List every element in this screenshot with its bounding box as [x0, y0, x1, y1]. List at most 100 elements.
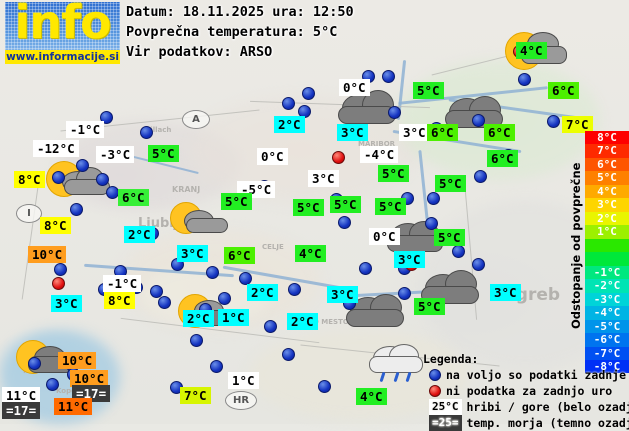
legend: Legenda: na voljo so podatki zadnje uren… — [423, 351, 629, 431]
temperature-label: 7°C — [180, 387, 211, 404]
station-dot-available[interactable] — [158, 296, 171, 309]
temperature-label: -12°C — [33, 140, 79, 157]
station-dot-available[interactable] — [302, 87, 315, 100]
country-code-badge: I — [16, 204, 42, 223]
legend-blue-dot-icon — [429, 369, 441, 381]
station-dot-available[interactable] — [398, 287, 411, 300]
station-dot-available[interactable] — [318, 380, 331, 393]
temperature-label: 10°C — [28, 246, 66, 263]
temperature-label: 3°C — [177, 245, 208, 262]
temperature-label: 2°C — [124, 226, 155, 243]
temperature-label: 6°C — [548, 82, 579, 99]
temperature-label: 6°C — [427, 124, 458, 141]
scale-row: -6°C — [585, 333, 629, 346]
scale-row: 1°C — [585, 225, 629, 238]
legend-item-label: ni podatka za zadnjo uro — [446, 383, 612, 399]
temperature-label: 5°C — [435, 175, 466, 192]
header-avg-temp-line: Povprečna temperatura: 5°C — [126, 22, 354, 42]
temperature-label: 3°C — [337, 124, 368, 141]
station-dot-available[interactable] — [338, 216, 351, 229]
station-dot-available[interactable] — [54, 263, 67, 276]
station-dot-available[interactable] — [282, 97, 295, 110]
temperature-label: 5°C — [413, 82, 444, 99]
scale-row — [585, 239, 629, 252]
station-dot-available[interactable] — [70, 203, 83, 216]
scale-row: 8°C — [585, 131, 629, 144]
station-dot-available[interactable] — [76, 159, 89, 172]
scale-row: 3°C — [585, 198, 629, 211]
temperature-label: 6°C — [484, 124, 515, 141]
country-code-badge: HR — [225, 391, 257, 410]
temperature-label: 8°C — [40, 217, 71, 234]
header-date-line: Datum: 18.11.2025 ura: 12:50 — [126, 2, 354, 22]
header-source-line: Vir podatkov: ARSO — [126, 42, 354, 62]
legend-mountain-chip: 25°C — [429, 399, 462, 415]
station-dot-available[interactable] — [206, 266, 219, 279]
scale-row: -2°C — [585, 279, 629, 292]
station-dot-available[interactable] — [452, 245, 465, 258]
scale-row: 4°C — [585, 185, 629, 198]
station-dot-available[interactable] — [282, 348, 295, 361]
weather-icon-cloudy-small — [0, 218, 40, 248]
temperature-label: -1°C — [103, 275, 141, 292]
legend-sea-chip: =25= — [429, 415, 462, 431]
temperature-label: 5°C — [414, 298, 445, 315]
temperature-label: 3°C — [308, 170, 339, 187]
header-info: Datum: 18.11.2025 ura: 12:50 Povprečna t… — [126, 2, 354, 62]
temperature-label: 3°C — [51, 295, 82, 312]
station-dot-available[interactable] — [190, 334, 203, 347]
legend-item: ni podatka za zadnjo uro — [423, 383, 629, 399]
temperature-label: 2°C — [287, 313, 318, 330]
station-dot-available[interactable] — [46, 378, 59, 391]
station-dot-available[interactable] — [28, 357, 41, 370]
logo-wordmark: info — [5, 0, 120, 48]
temperature-label: 1°C — [228, 372, 259, 389]
station-dot-available[interactable] — [140, 126, 153, 139]
weather-icon-rain — [369, 344, 425, 388]
temperature-label: 1°C — [218, 309, 249, 326]
temperature-label: 3°C — [327, 286, 358, 303]
scale-row: -5°C — [585, 320, 629, 333]
station-dot-available[interactable] — [474, 170, 487, 183]
station-dot-no-data[interactable] — [332, 151, 345, 164]
station-dot-available[interactable] — [472, 258, 485, 271]
temperature-label: 8°C — [104, 292, 135, 309]
station-dot-available[interactable] — [218, 292, 231, 305]
scale-row: 6°C — [585, 158, 629, 171]
scale-title: Odstopanje od povprečne temperature: — [569, 131, 584, 360]
station-dot-no-data[interactable] — [52, 277, 65, 290]
station-dot-available[interactable] — [150, 285, 163, 298]
legend-item: 25°C hribi / gore (belo ozadje) — [423, 399, 629, 415]
legend-red-dot-icon — [429, 385, 441, 397]
station-dot-available[interactable] — [264, 320, 277, 333]
station-dot-available[interactable] — [547, 115, 560, 128]
station-dot-available[interactable] — [52, 171, 65, 184]
temperature-label: 6°C — [118, 189, 149, 206]
station-dot-available[interactable] — [427, 192, 440, 205]
legend-item: =25=temp. morja (temno ozadje) — [423, 415, 629, 431]
scale-row: 2°C — [585, 212, 629, 225]
station-dot-available[interactable] — [388, 106, 401, 119]
temperature-label: 11°C — [54, 398, 92, 415]
temperature-label: =17= — [2, 402, 40, 419]
site-logo[interactable]: info www.informacije.si — [5, 2, 120, 64]
temperature-label: 2°C — [274, 116, 305, 133]
station-dot-available[interactable] — [359, 262, 372, 275]
temperature-label: 4°C — [516, 42, 547, 59]
scale-row: -1°C — [585, 266, 629, 279]
scale-row: 7°C — [585, 144, 629, 157]
temperature-label: 3°C — [490, 284, 521, 301]
temperature-label: 5°C — [330, 196, 361, 213]
temperature-label: 5°C — [375, 198, 406, 215]
station-dot-available[interactable] — [288, 283, 301, 296]
legend-item-label: hribi / gore (belo ozadje) — [467, 399, 629, 415]
temperature-label: 4°C — [295, 245, 326, 262]
temperature-label: 8°C — [14, 171, 45, 188]
temperature-label: 5°C — [378, 165, 409, 182]
station-dot-available[interactable] — [518, 73, 531, 86]
station-dot-available[interactable] — [210, 360, 223, 373]
temperature-label: -3°C — [96, 146, 134, 163]
station-dot-available[interactable] — [382, 70, 395, 83]
station-dot-available[interactable] — [96, 173, 109, 186]
